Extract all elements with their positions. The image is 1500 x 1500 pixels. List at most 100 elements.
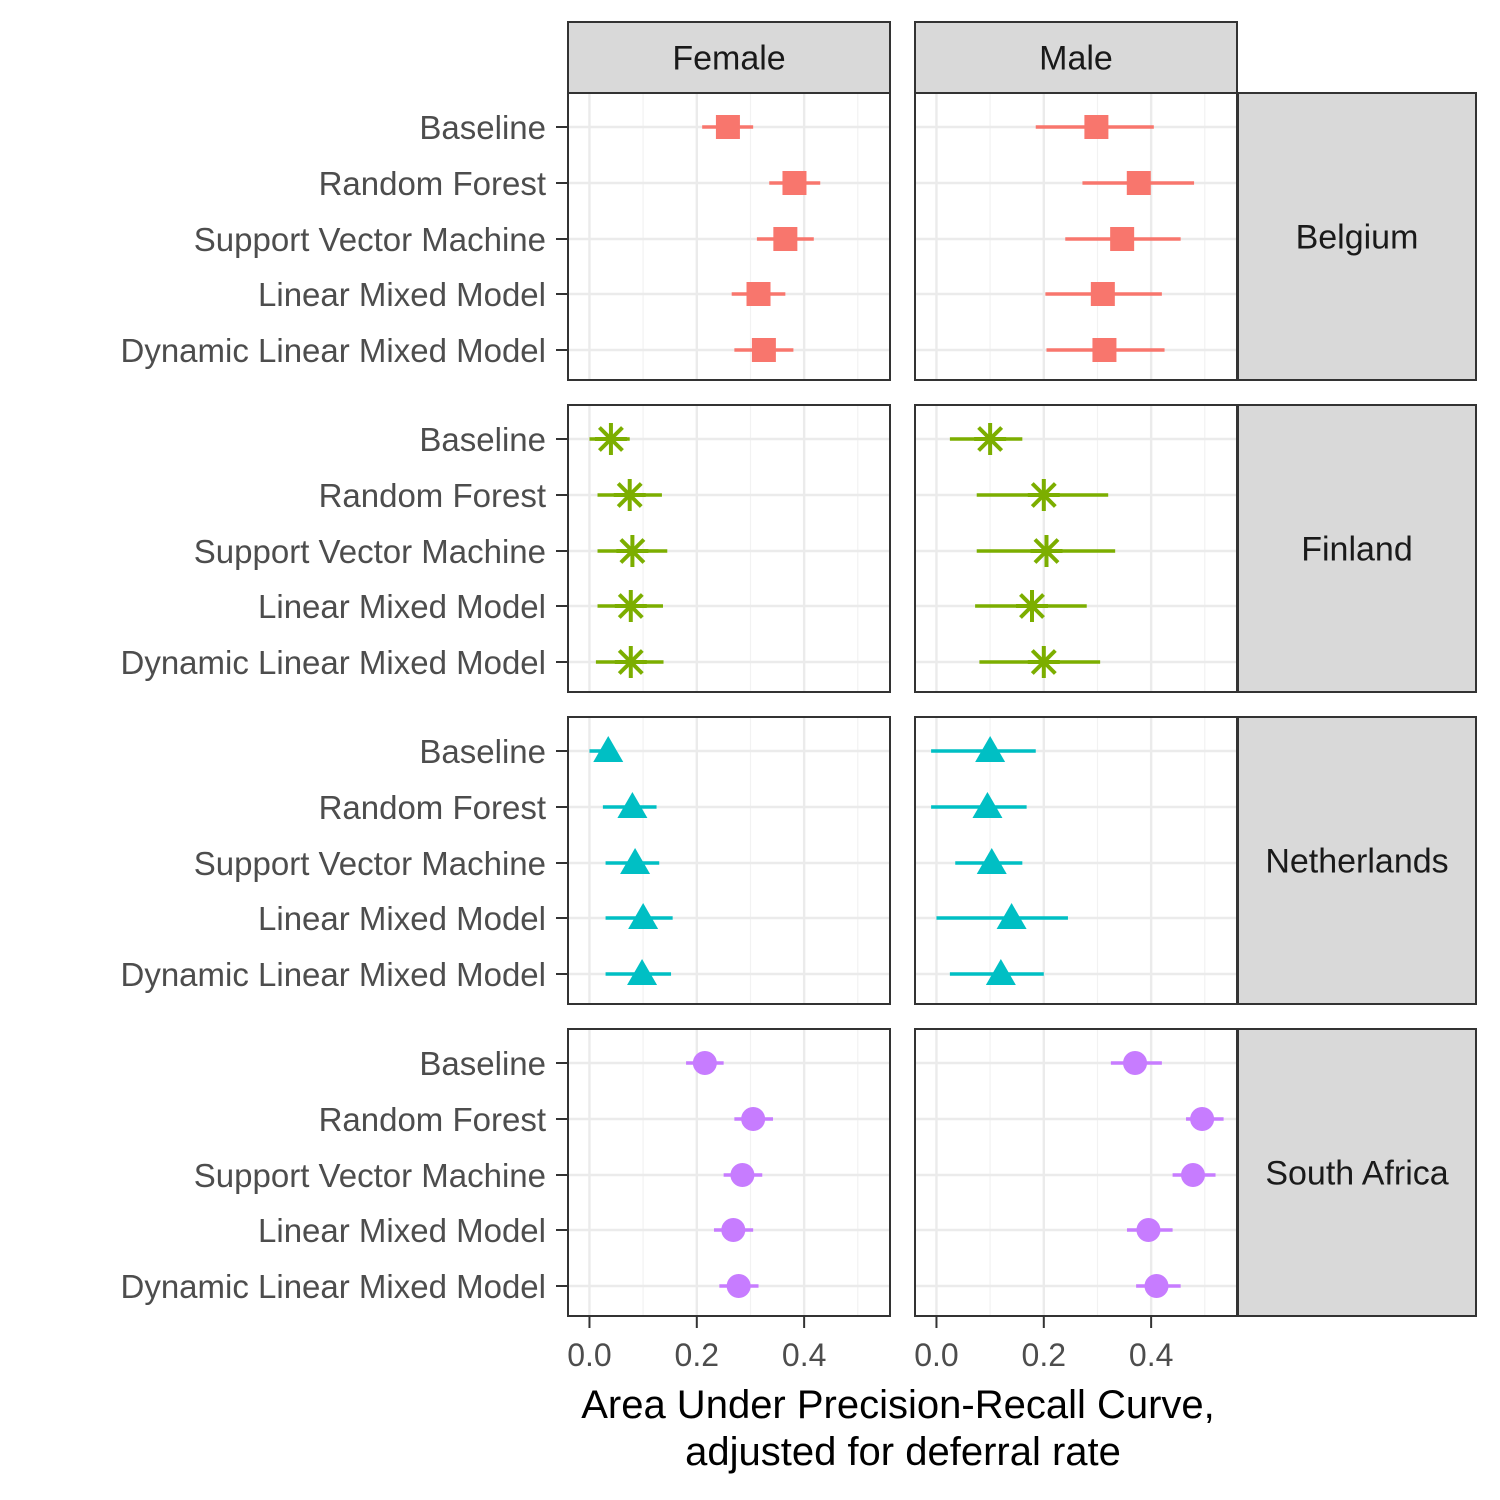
strip-female-bg	[567, 21, 891, 94]
panel-belgium-male	[914, 92, 1238, 381]
point-south-africa-male-random-forest	[1190, 1107, 1215, 1131]
y-label-netherlands-random-forest: Random Forest	[319, 789, 546, 826]
panel-border-finland-female	[567, 404, 891, 693]
point-belgium-female-baseline	[715, 115, 740, 139]
panel-finland-male	[914, 404, 1238, 693]
point-netherlands-female-random-forest	[617, 792, 648, 818]
x-tick-label-male-2: 0.4	[1129, 1337, 1173, 1373]
panel-netherlands-male	[914, 716, 1238, 1005]
y-label-netherlands-dynamic-linear-mixed-model: Dynamic Linear Mixed Model	[120, 956, 546, 993]
point-south-africa-female-random-forest	[741, 1107, 766, 1131]
y-label-finland-support-vector-machine: Support Vector Machine	[194, 533, 546, 570]
point-south-africa-male-dynamic-linear-mixed-model	[1144, 1274, 1169, 1298]
y-label-netherlands-baseline: Baseline	[419, 733, 546, 770]
x-tick-label-female-0: 0.0	[567, 1337, 611, 1373]
point-finland-female-random-forest	[613, 479, 646, 511]
panel-netherlands-female	[567, 716, 891, 1005]
strip-south-africa: South Africa	[1265, 1155, 1448, 1193]
strip-female: Female	[672, 40, 785, 78]
panel-bg-belgium-female	[568, 93, 890, 380]
x-tick-label-male-1: 0.2	[1022, 1337, 1066, 1373]
x-tick-label-male-0: 0.0	[914, 1337, 958, 1373]
point-finland-male-random-forest	[1027, 479, 1060, 511]
y-label-south-africa-baseline: Baseline	[419, 1045, 546, 1082]
strip-belgium: Belgium	[1296, 219, 1419, 257]
point-netherlands-male-dynamic-linear-mixed-model	[985, 959, 1016, 985]
point-south-africa-female-dynamic-linear-mixed-model	[726, 1274, 751, 1298]
y-label-finland-random-forest: Random Forest	[319, 477, 546, 514]
x-axis-title-line1: Area Under Precision-Recall Curve,	[581, 1383, 1215, 1427]
x-tick-label-female-2: 0.4	[782, 1337, 826, 1373]
y-label-finland-linear-mixed-model: Linear Mixed Model	[258, 588, 546, 625]
point-belgium-male-baseline	[1084, 115, 1109, 139]
y-label-belgium-random-forest: Random Forest	[319, 165, 546, 202]
point-finland-male-baseline	[974, 423, 1007, 455]
point-finland-male-support-vector-machine	[1030, 535, 1063, 567]
point-netherlands-male-random-forest	[972, 792, 1003, 818]
point-belgium-female-dynamic-linear-mixed-model	[751, 338, 776, 362]
point-finland-female-support-vector-machine	[616, 535, 649, 567]
point-netherlands-male-linear-mixed-model	[996, 903, 1027, 929]
point-south-africa-male-linear-mixed-model	[1136, 1218, 1161, 1242]
point-finland-male-dynamic-linear-mixed-model	[1027, 646, 1060, 678]
point-belgium-male-random-forest	[1126, 171, 1151, 195]
point-south-africa-female-support-vector-machine	[730, 1163, 755, 1187]
y-label-finland-baseline: Baseline	[419, 421, 546, 458]
point-belgium-male-support-vector-machine	[1110, 227, 1135, 251]
panel-bg-finland-male	[915, 405, 1237, 692]
strip-finland-bg	[1237, 404, 1477, 693]
panel-layer	[567, 92, 1238, 1317]
strip-belgium-bg	[1237, 92, 1477, 381]
point-netherlands-female-linear-mixed-model	[628, 903, 659, 929]
point-finland-female-dynamic-linear-mixed-model	[614, 646, 647, 678]
point-netherlands-female-support-vector-machine	[620, 848, 651, 874]
strip-south-africa-bg	[1237, 1028, 1477, 1317]
strip-male-bg	[914, 21, 1238, 94]
y-label-south-africa-linear-mixed-model: Linear Mixed Model	[258, 1212, 546, 1249]
panel-south-africa-female	[567, 1028, 891, 1317]
y-label-south-africa-support-vector-machine: Support Vector Machine	[194, 1157, 546, 1194]
y-label-south-africa-dynamic-linear-mixed-model: Dynamic Linear Mixed Model	[120, 1268, 546, 1305]
strip-netherlands: Netherlands	[1265, 843, 1448, 881]
panel-bg-finland-female	[568, 405, 890, 692]
strip-male: Male	[1039, 40, 1113, 78]
y-label-belgium-dynamic-linear-mixed-model: Dynamic Linear Mixed Model	[120, 332, 546, 369]
y-label-belgium-linear-mixed-model: Linear Mixed Model	[258, 276, 546, 313]
point-south-africa-male-support-vector-machine	[1180, 1163, 1205, 1187]
point-netherlands-female-dynamic-linear-mixed-model	[627, 959, 658, 985]
panel-border-netherlands-female	[567, 716, 891, 1005]
point-belgium-female-support-vector-machine	[773, 227, 798, 251]
y-label-belgium-baseline: Baseline	[419, 109, 546, 146]
strip-finland: Finland	[1301, 531, 1413, 569]
point-south-africa-male-baseline	[1123, 1051, 1148, 1075]
y-label-netherlands-linear-mixed-model: Linear Mixed Model	[258, 900, 546, 937]
x-tick-label-female-1: 0.2	[675, 1337, 719, 1373]
point-belgium-female-linear-mixed-model	[746, 282, 771, 306]
point-netherlands-female-baseline	[593, 736, 624, 762]
strip-netherlands-bg	[1237, 716, 1477, 1005]
point-belgium-female-random-forest	[782, 171, 807, 195]
point-belgium-male-linear-mixed-model	[1090, 282, 1115, 306]
point-finland-female-baseline	[594, 423, 627, 455]
x-axis-title-line2: adjusted for deferral rate	[685, 1430, 1121, 1474]
y-label-finland-dynamic-linear-mixed-model: Dynamic Linear Mixed Model	[120, 644, 546, 681]
point-finland-male-linear-mixed-model	[1015, 590, 1048, 622]
panel-bg-netherlands-male	[915, 717, 1237, 1004]
point-netherlands-male-support-vector-machine	[976, 848, 1007, 874]
y-label-netherlands-support-vector-machine: Support Vector Machine	[194, 845, 546, 882]
point-south-africa-female-baseline	[692, 1051, 717, 1075]
panel-belgium-female	[567, 92, 891, 381]
panel-bg-netherlands-female	[568, 717, 890, 1004]
panel-finland-female	[567, 404, 891, 693]
point-finland-female-linear-mixed-model	[614, 590, 647, 622]
point-belgium-male-dynamic-linear-mixed-model	[1092, 338, 1117, 362]
point-south-africa-female-linear-mixed-model	[721, 1218, 746, 1242]
panel-border-south-africa-female	[567, 1028, 891, 1317]
y-label-belgium-support-vector-machine: Support Vector Machine	[194, 221, 546, 258]
strip-layer: Female Male Belgium Finland Netherlands South…	[567, 21, 1477, 1317]
panel-bg-south-africa-female	[568, 1029, 890, 1316]
panel-south-africa-male	[914, 1028, 1238, 1317]
axis-layer: Baseline Random Forest Support Vector Mach…	[120, 109, 1173, 1373]
y-label-south-africa-random-forest: Random Forest	[319, 1101, 546, 1138]
